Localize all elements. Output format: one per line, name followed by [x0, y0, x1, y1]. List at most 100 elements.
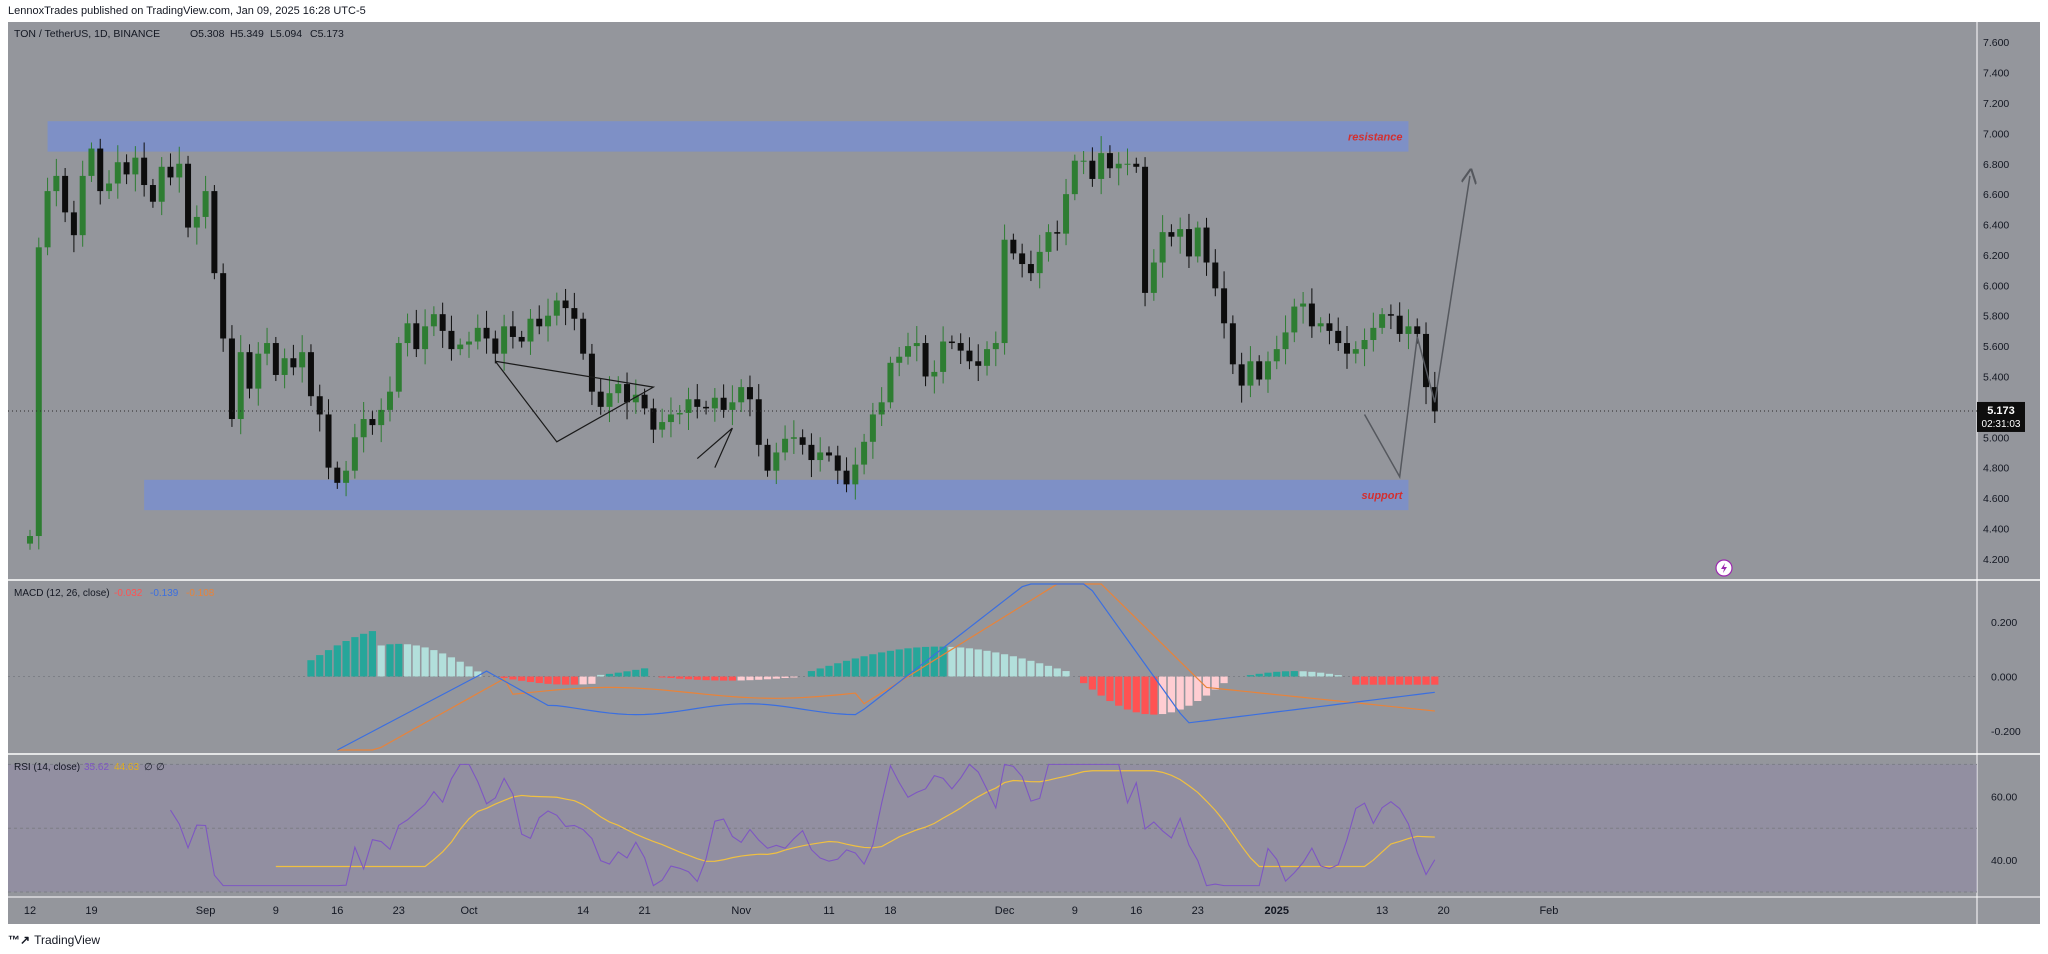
wedge-pattern[interactable] [696, 427, 733, 468]
macd-histogram-bar [1027, 660, 1035, 677]
candle-body [878, 402, 885, 415]
candle-body [149, 185, 156, 202]
candle-body [659, 422, 666, 430]
candle-body [1256, 361, 1263, 380]
candle-body [694, 399, 701, 407]
macd-histogram-bar [930, 646, 938, 677]
macd-histogram-bar [439, 653, 447, 677]
candle-body [290, 358, 297, 368]
time-tick-label: 16 [1130, 905, 1142, 917]
candle-body [615, 384, 622, 394]
time-tick-label: 13 [1376, 905, 1388, 917]
candle-body [1221, 288, 1228, 324]
macd-histogram-bar [588, 676, 596, 684]
price-tick-label: 6.600 [1983, 189, 2009, 201]
candle-body [1027, 264, 1034, 274]
candle-body [1282, 332, 1289, 350]
macd-hist-value: -0.032 [114, 588, 143, 599]
price-tick-label: 6.200 [1983, 250, 2009, 262]
candle-body [711, 397, 718, 409]
candle-body [430, 314, 437, 327]
macd-histogram-bar [1097, 676, 1105, 696]
time-tick-label: 9 [1072, 905, 1078, 917]
candle-body [931, 371, 938, 377]
candle-body [1414, 326, 1421, 334]
candle-body [70, 212, 77, 236]
candle-body [281, 358, 288, 375]
candle-body [1273, 349, 1280, 362]
macd-histogram-bar [1141, 676, 1149, 715]
price-tick-label: 5.800 [1983, 311, 2009, 323]
macd-histogram-bar [579, 676, 587, 685]
candle-body [1238, 364, 1245, 386]
macd-histogram-bar [1044, 665, 1053, 677]
macd-histogram-bar [1080, 676, 1088, 684]
chart-area[interactable]: resistance support 7.600 7.400 7.200 7.000 6.… [8, 22, 2040, 924]
candle-body [1247, 361, 1254, 386]
macd-histogram-bar [1053, 668, 1061, 677]
macd-histogram-bar [360, 633, 368, 677]
macd-histogram-bar [860, 656, 868, 677]
macd-histogram-bar [456, 661, 464, 677]
candle-body [782, 438, 789, 453]
macd-histogram-bar [1220, 676, 1228, 684]
macd-histogram-bar [834, 663, 842, 677]
lightning-icon[interactable] [1715, 559, 1733, 577]
candle-body [334, 467, 341, 483]
candle-body [729, 402, 736, 410]
macd-histogram-bar [825, 665, 833, 677]
candle-body [553, 300, 560, 316]
macd-histogram-bar [1325, 673, 1334, 677]
macd-histogram-bar [342, 641, 350, 677]
macd-line [337, 583, 1435, 751]
time-tick-label: Sep [196, 905, 216, 917]
price-tick-label: 4.200 [1983, 554, 2009, 566]
macd-histogram-bar [1422, 676, 1430, 685]
macd-tick-label: 0.200 [1991, 617, 2017, 629]
candle-body [1063, 194, 1070, 234]
symbol-title: TON / TetherUS, 1D, BINANCE [14, 28, 160, 40]
candle-body [755, 399, 762, 445]
macd-histogram-bar [1360, 676, 1369, 685]
macd-histogram-bar [1246, 675, 1255, 677]
macd-histogram-bar [755, 676, 763, 680]
macd-histogram-bar [1431, 676, 1439, 685]
candle-body [975, 361, 982, 366]
candle-body [316, 396, 323, 415]
price-tick-label: 7.200 [1983, 98, 2009, 110]
candle-body [834, 455, 841, 471]
candle-body [913, 343, 920, 347]
time-tick-label: 23 [1192, 905, 1204, 917]
macd-histogram-bar [1018, 658, 1026, 677]
rsi-tick-label: 40.00 [1991, 855, 2017, 867]
macd-histogram-bar [1273, 671, 1281, 677]
triangle-pattern[interactable] [494, 360, 656, 443]
macd-histogram-bar [886, 650, 895, 677]
macd-histogram-bar [763, 676, 772, 680]
macd-histogram-bar [904, 648, 912, 677]
macd-histogram-bar [395, 643, 403, 677]
price-tick-label: 5.600 [1983, 341, 2009, 353]
rsi-empty-1: ∅ [144, 762, 153, 773]
candle-body [378, 409, 385, 426]
last-price-value: 5.173 [1987, 405, 2015, 417]
candle-body [922, 343, 929, 377]
candle-body [1177, 229, 1184, 237]
macd-histogram-bar [561, 676, 570, 685]
macd-histogram-bar [1369, 676, 1377, 685]
time-tick-label: 14 [577, 905, 589, 917]
time-tick-label: 23 [393, 905, 405, 917]
projection-arrow[interactable] [1363, 176, 1470, 480]
macd-histogram-bar [324, 650, 333, 677]
macd-histogram-bar [526, 676, 535, 683]
candle-body [264, 343, 271, 354]
rsi-empty-2: ∅ [156, 762, 165, 773]
macd-histogram-bar [676, 676, 684, 679]
macd-histogram-bar [641, 668, 649, 677]
macd-histogram-bar [790, 676, 798, 678]
candle-body [580, 318, 587, 354]
macd-histogram-bar [351, 637, 359, 677]
candle-body [492, 338, 499, 354]
candle-body [685, 399, 692, 413]
candle-body [1264, 361, 1271, 380]
